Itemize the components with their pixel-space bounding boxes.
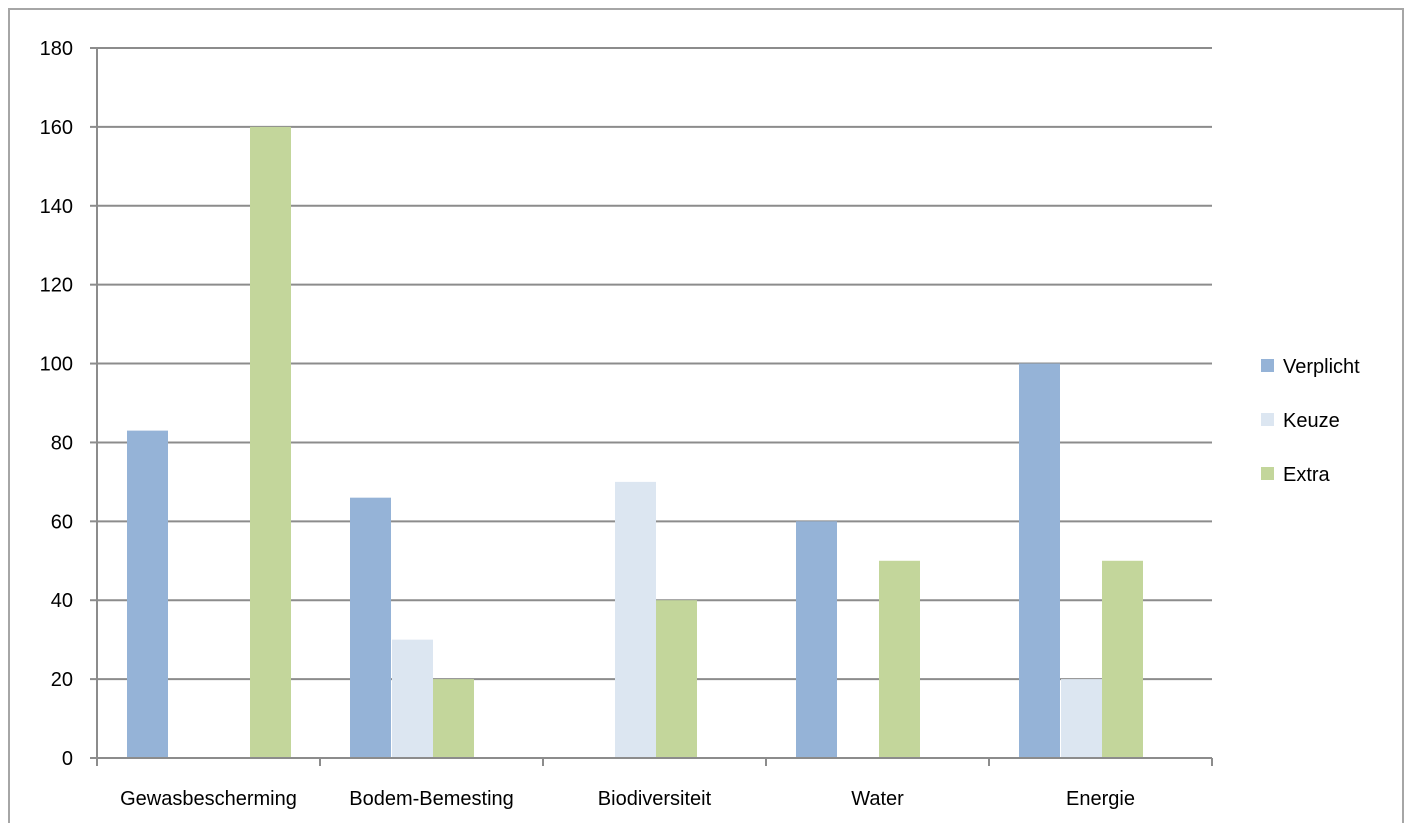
legend-label-keuze: Keuze [1283,410,1340,432]
bar-verplicht-energie [1019,363,1060,758]
x-category-label: Energie [1066,788,1135,810]
x-category-label: Water [851,788,904,810]
bar-extra-water [879,560,920,758]
bar-keuze-bodem-bemesting [392,639,433,758]
y-tick-label: 0 [62,748,73,770]
x-category-label: Gewasbescherming [120,788,297,810]
bar-extra-biodiversiteit [656,600,697,758]
legend: Verplicht Keuze Extra [1261,356,1360,486]
y-tick-label: 120 [40,275,73,297]
legend-swatch-keuze [1261,413,1274,426]
bar-verplicht-water [796,521,837,758]
bar-verplicht-gewasbescherming [127,430,168,758]
bar-series-3-gewasbescherming [250,126,291,758]
y-tick-label: 80 [51,432,73,454]
legend-label-extra: Extra [1283,464,1331,486]
legend-swatch-verplicht [1261,359,1274,372]
y-tick-label: 60 [51,511,73,533]
y-tick-label: 20 [51,669,73,691]
x-category-label: Biodiversiteit [598,788,712,810]
chart-frame [8,8,1404,823]
y-tick-label: 160 [40,117,73,139]
bar-keuze-energie [1061,679,1102,758]
bar-keuze-biodiversiteit [615,481,656,758]
legend-swatch-extra [1261,467,1274,480]
y-tick-label: 180 [40,38,73,60]
y-axis: 0 20 40 60 80 100 120 140 160 180 [40,38,98,770]
bar-verplicht-bodem-bemesting [350,497,391,758]
y-tick-label: 100 [40,354,73,376]
bar-extra-bodem-bemesting [433,679,474,758]
y-tick-label: 40 [51,590,73,612]
bars [127,126,1143,758]
legend-label-verplicht: Verplicht [1283,356,1360,378]
y-tick-label: 140 [40,196,73,218]
x-axis: Gewasbescherming Bodem-Bemesting Biodivers… [96,757,1213,810]
bar-extra-energie [1102,560,1143,758]
x-category-label: Bodem-Bemesting [349,788,514,810]
